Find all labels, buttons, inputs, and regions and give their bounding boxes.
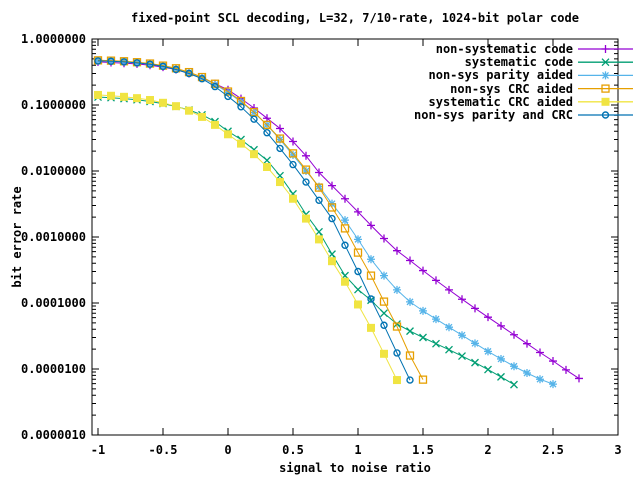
x-tick-label: 3 (614, 443, 622, 457)
y-tick-label: 0.0010000 (20, 230, 86, 244)
x-tick-label: -1 (90, 443, 106, 457)
series-systematic-crc-aided (94, 90, 401, 385)
chart-title: fixed-point SCL decoding, L=32, 7/10-rat… (131, 11, 579, 25)
y-tick-label: 0.1000000 (20, 98, 86, 112)
x-tick-label: 0 (224, 443, 232, 457)
x-tick-label: 0.5 (282, 443, 304, 457)
y-tick-label: 0.0100000 (20, 164, 86, 178)
legend-label-non-sys-crc-aided: non-sys CRC aided (450, 81, 573, 96)
x-tick-label: -0.5 (148, 443, 178, 457)
legend-sample-non-sys-parity-aided (578, 71, 633, 80)
x-tick-label: 2 (484, 443, 492, 457)
series-non-sys-parity-and-crc (94, 57, 414, 384)
x-tick-label: 2.5 (542, 443, 564, 457)
y-tick-label: 0.0001000 (20, 296, 86, 310)
x-tick-label: 1 (354, 443, 362, 457)
legend-sample-non-sys-parity-and-crc (578, 111, 633, 119)
y-tick-label: 1.0000000 (20, 32, 86, 46)
legend-label-systematic-code: systematic code (464, 55, 573, 70)
legend-label-systematic-crc-aided: systematic CRC aided (428, 94, 574, 109)
series-systematic-code (94, 93, 518, 389)
x-axis-label: signal to noise ratio (279, 461, 431, 475)
legend-label-non-sys-parity-and-crc: non-sys parity and CRC (414, 108, 573, 122)
y-tick-label: 0.0000100 (20, 362, 86, 376)
x-tick-label: 1.5 (412, 443, 434, 457)
legend-label-non-systematic-code: non-systematic code (435, 42, 573, 56)
legend-sample-non-sys-crc-aided (578, 84, 633, 93)
legend-sample-non-systematic-code (578, 45, 633, 53)
legend-label-non-sys-parity-aided: non-sys parity aided (428, 68, 574, 83)
y-tick-label: 0.0000010 (20, 428, 86, 442)
legend-sample-systematic-crc-aided (578, 97, 633, 106)
legend-sample-systematic-code (578, 58, 633, 67)
